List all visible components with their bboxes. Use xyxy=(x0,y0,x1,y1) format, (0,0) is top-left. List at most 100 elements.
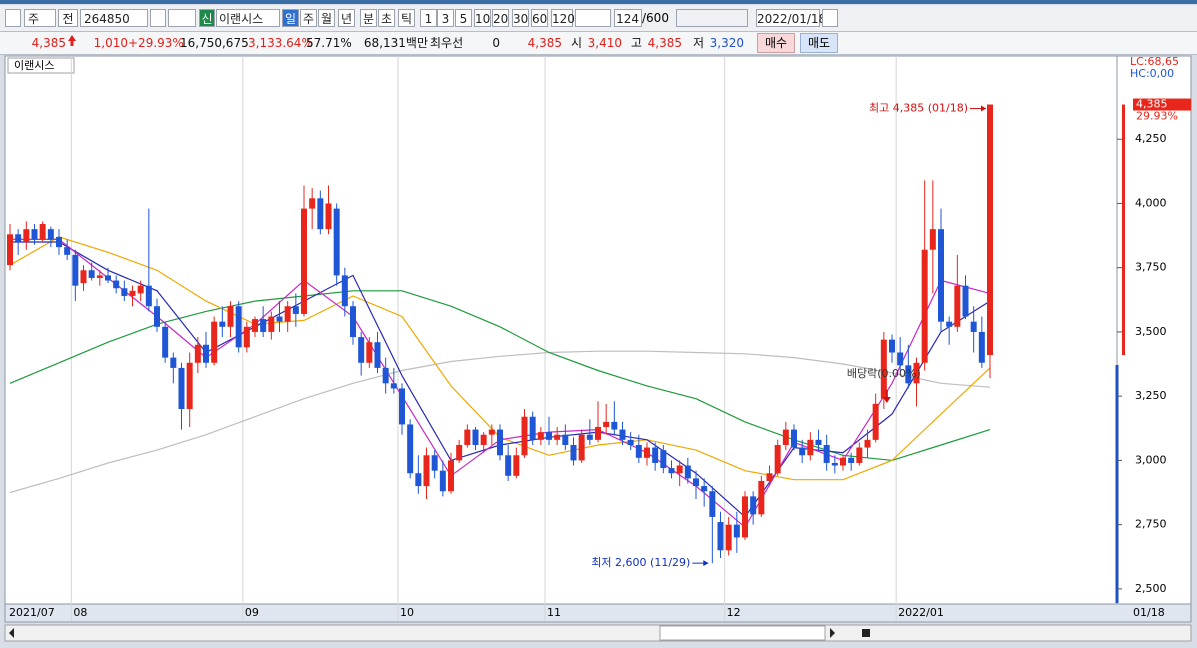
change-tag: 29.93% xyxy=(1136,110,1178,123)
scroll-right[interactable] xyxy=(830,628,835,638)
ex-dividend-annotation: 배당락(0.00%) xyxy=(847,367,921,380)
candle-body xyxy=(488,429,495,435)
candle-body xyxy=(627,439,634,445)
candle-body xyxy=(840,457,846,466)
candle-body xyxy=(742,496,748,538)
y-tick-label: 3,250 xyxy=(1135,389,1167,402)
candle-body xyxy=(325,203,332,230)
code-input[interactable]: 264850 xyxy=(80,9,148,27)
interval-button[interactable]: 30 xyxy=(512,9,529,27)
candle-body xyxy=(872,403,879,440)
period-button[interactable]: 월 xyxy=(318,9,335,27)
axis-range-bar xyxy=(1122,104,1125,356)
candle-body xyxy=(456,444,463,461)
candle-body xyxy=(652,447,659,463)
candle-body xyxy=(668,468,675,474)
y-tick-label: 3,750 xyxy=(1135,261,1167,274)
candle-body xyxy=(521,416,528,456)
interval-button[interactable]: 1 xyxy=(420,9,437,27)
x-tick-label: 11 xyxy=(547,606,561,619)
volume-rate: 3,133.64% xyxy=(248,36,313,50)
candle-body xyxy=(660,450,667,469)
candle-body xyxy=(415,473,422,487)
candle-body xyxy=(15,234,22,242)
calendar-button[interactable] xyxy=(822,9,838,27)
period-button[interactable]: 년 xyxy=(338,9,355,27)
stock-name: 이랜시스 xyxy=(216,9,280,27)
candle-body xyxy=(497,429,503,456)
search-button[interactable] xyxy=(150,9,166,27)
candle-body xyxy=(219,321,226,327)
period-button[interactable]: 틱 xyxy=(398,9,415,27)
candle-body xyxy=(758,480,765,515)
candle-body xyxy=(129,290,136,296)
candle-body xyxy=(211,321,218,363)
best-qty: 0 xyxy=(492,36,500,50)
candle-body xyxy=(186,362,193,410)
market-select[interactable]: 주 xyxy=(24,9,56,27)
best-label: 최우선 xyxy=(430,36,464,50)
candle-body xyxy=(260,319,267,332)
candle-body xyxy=(64,247,71,255)
sound-button[interactable] xyxy=(168,9,196,27)
candle-body xyxy=(96,275,103,278)
sell-button[interactable]: 매도 xyxy=(800,33,838,53)
open-label: 시 xyxy=(570,36,582,50)
candle-body xyxy=(562,434,569,445)
candle-body xyxy=(170,357,177,368)
interval-button[interactable]: 120 xyxy=(551,9,575,27)
candle-body xyxy=(366,342,373,363)
max-count: /600 xyxy=(642,11,669,25)
candle-body xyxy=(831,462,838,466)
candle-body xyxy=(578,434,585,461)
tool-icons[interactable] xyxy=(676,9,748,27)
candle-body xyxy=(480,434,487,445)
candle-body xyxy=(513,455,520,476)
hc-label: HC:0,00 xyxy=(1130,67,1174,80)
moving-average xyxy=(10,238,991,529)
date-axis xyxy=(4,603,1192,623)
interval-button[interactable]: 60 xyxy=(531,9,548,27)
interval-button[interactable]: 10 xyxy=(474,9,491,27)
period-button[interactable]: 초 xyxy=(378,9,395,27)
buy-button[interactable]: 매수 xyxy=(757,33,795,53)
count-input[interactable]: 124 xyxy=(614,9,642,27)
interval-button[interactable]: 3 xyxy=(437,9,454,27)
interval-button[interactable]: 5 xyxy=(455,9,472,27)
x-tick-label: 08 xyxy=(73,606,87,619)
candle-body xyxy=(203,344,209,363)
candle-body xyxy=(431,455,438,471)
interval-button[interactable]: 20 xyxy=(492,9,509,27)
candle-body xyxy=(227,306,234,327)
scroll-left[interactable] xyxy=(9,628,14,638)
interval-dropdown[interactable] xyxy=(575,9,611,27)
x-tick-label: 2021/07 xyxy=(9,606,55,619)
x-tick-label: 09 xyxy=(245,606,259,619)
prev-button[interactable]: 전 xyxy=(58,9,78,27)
scroll-thumb[interactable] xyxy=(659,625,826,641)
candle-body xyxy=(889,339,895,353)
period-button[interactable]: 주 xyxy=(300,9,317,27)
menu-icon[interactable] xyxy=(5,9,21,27)
candle-body xyxy=(252,319,258,332)
candle-body xyxy=(464,429,471,445)
period-button[interactable]: 일 xyxy=(282,9,299,27)
candle-body xyxy=(350,306,356,338)
period-button[interactable]: 분 xyxy=(360,9,377,27)
candle-body xyxy=(750,496,757,515)
candle-body xyxy=(301,208,307,314)
stop-button[interactable] xyxy=(862,629,870,637)
candle-body xyxy=(684,465,691,479)
candle-body xyxy=(815,439,822,445)
date-input[interactable]: 2022/01/18 xyxy=(756,9,826,27)
candle-body xyxy=(390,383,397,389)
candle-body xyxy=(693,478,699,487)
candle-body xyxy=(946,321,953,327)
candle-body xyxy=(554,434,561,440)
candle-body xyxy=(72,254,79,286)
scrollbar[interactable] xyxy=(4,624,1192,642)
candle-body xyxy=(709,491,716,517)
title-bar xyxy=(0,0,1197,4)
candle-body xyxy=(105,275,111,281)
candle-body xyxy=(586,434,593,440)
